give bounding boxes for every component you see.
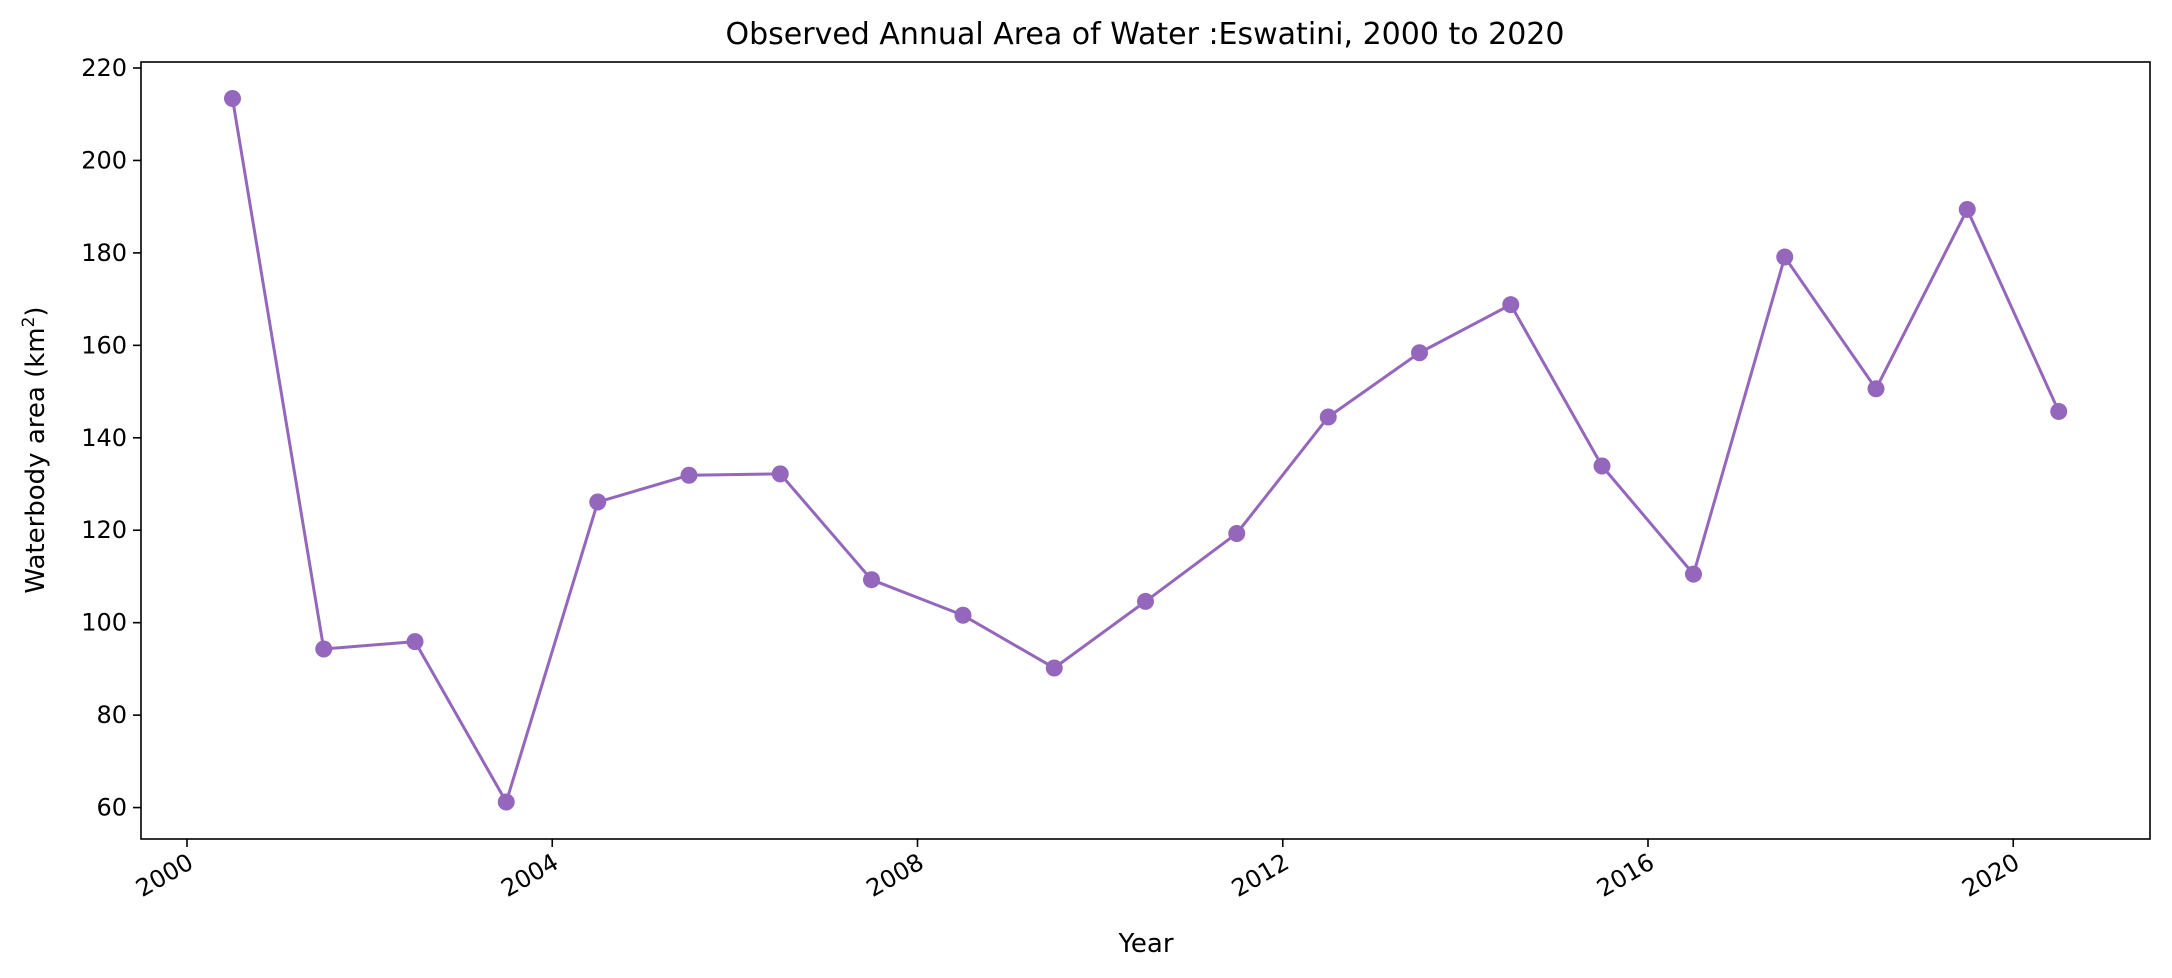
y-tick-label: 60 [96, 794, 127, 822]
data-point [863, 571, 880, 589]
data-point [1593, 457, 1611, 475]
y-tick-label: 140 [81, 424, 127, 452]
data-point [497, 793, 515, 811]
x-tick-label: 2016 [1592, 848, 1659, 903]
data-point [1685, 565, 1702, 583]
x-tick-label: 2008 [862, 848, 929, 903]
data-point [315, 640, 333, 658]
data-point [1319, 408, 1337, 426]
x-tick-label: 2000 [131, 848, 198, 903]
y-tick-label: 180 [81, 239, 127, 267]
y-tick-label: 200 [81, 146, 127, 174]
y-tick-label: 80 [96, 701, 127, 729]
data-point [224, 90, 241, 108]
x-axis-label: Year [1117, 929, 1173, 959]
x-tick-label: 2020 [1957, 848, 2024, 903]
y-axis: 60 80 100 120 140 160 180 200 220 [81, 54, 141, 822]
data-point [1228, 524, 1246, 542]
data-point [771, 465, 789, 483]
chart-title: Observed Annual Area of Water :Eswatini,… [726, 17, 1565, 52]
data-point [406, 633, 424, 651]
y-tick-label: 120 [81, 516, 127, 544]
data-point [1958, 200, 1976, 218]
data-point [1045, 659, 1063, 677]
x-axis: 2000 2004 2008 2012 2016 2020 [131, 839, 2024, 903]
data-point [954, 606, 972, 624]
data-point [1411, 344, 1428, 362]
y-tick-label: 100 [81, 609, 127, 637]
x-tick-label: 2004 [496, 848, 563, 903]
y-tick-label: 220 [81, 54, 127, 82]
data-point [2050, 402, 2068, 420]
plot-area [224, 90, 2068, 811]
series-line [231, 98, 2061, 804]
y-tick-label: 160 [81, 331, 127, 359]
data-point [1867, 380, 1885, 398]
y-axis-label: Waterbody area (km2) [19, 306, 51, 593]
data-point [1137, 592, 1154, 610]
data-point [1776, 248, 1794, 266]
x-tick-label: 2012 [1227, 848, 1294, 903]
plot-frame [140, 61, 2151, 840]
data-point [1502, 296, 1520, 314]
data-point [589, 493, 607, 511]
data-point [680, 466, 698, 484]
